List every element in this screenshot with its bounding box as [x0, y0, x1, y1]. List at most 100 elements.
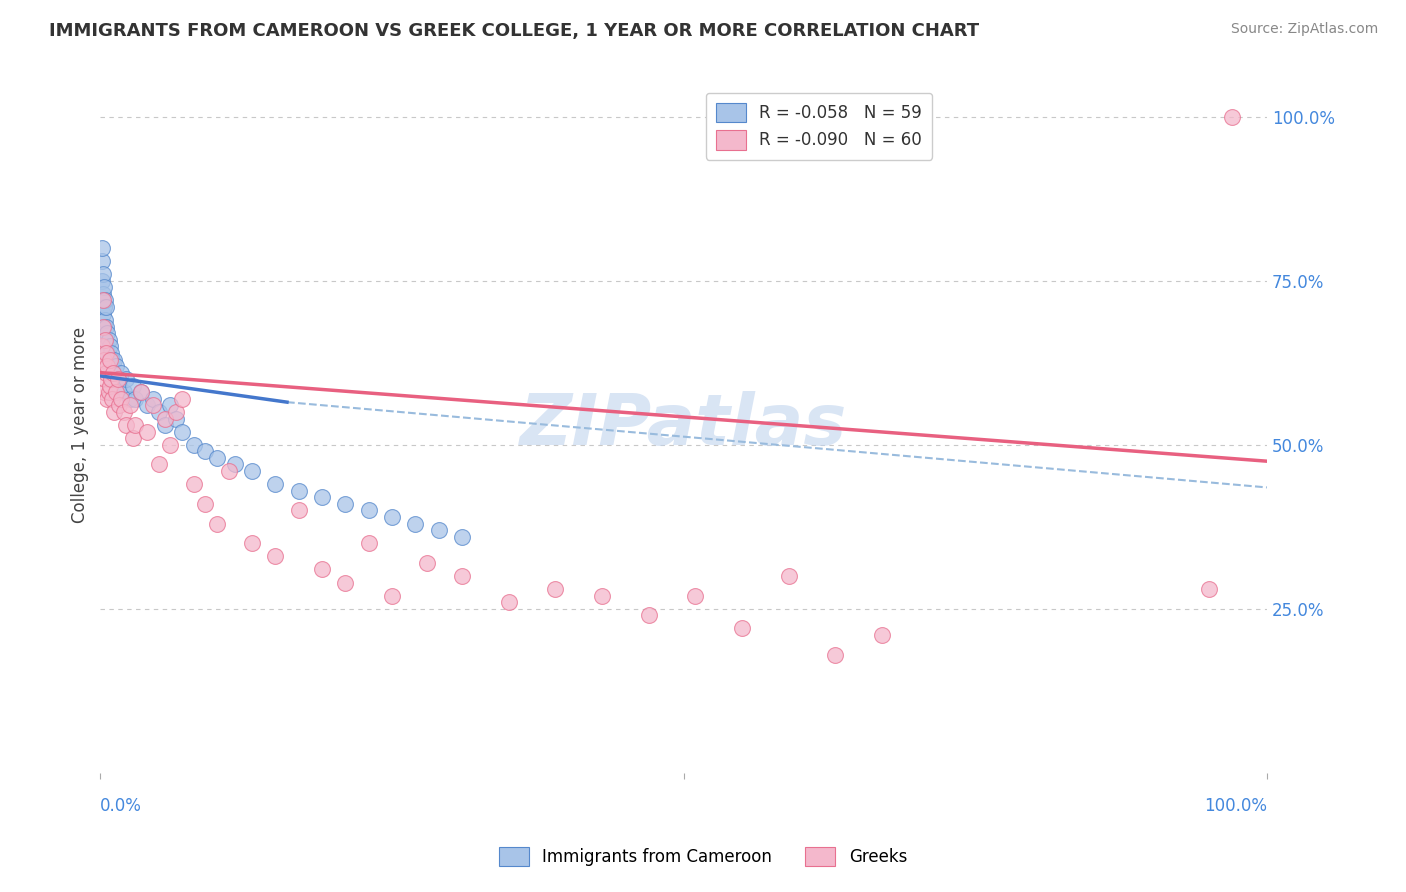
Point — [94, 313, 117, 327]
Point — [96, 346, 118, 360]
Point — [287, 503, 309, 517]
Point — [93, 319, 115, 334]
Point — [357, 536, 380, 550]
Point — [93, 280, 115, 294]
Point — [96, 300, 118, 314]
Point — [287, 483, 309, 498]
Point — [335, 497, 357, 511]
Point — [110, 366, 132, 380]
Point — [97, 352, 120, 367]
Point — [94, 333, 117, 347]
Point — [183, 438, 205, 452]
Point — [381, 510, 404, 524]
Point — [165, 411, 187, 425]
Point — [96, 339, 118, 353]
Point — [96, 346, 118, 360]
Point — [142, 399, 165, 413]
Point — [311, 490, 333, 504]
Point — [1198, 582, 1220, 596]
Point — [148, 405, 170, 419]
Point — [103, 405, 125, 419]
Point — [264, 477, 287, 491]
Point — [824, 648, 846, 662]
Point — [101, 352, 124, 367]
Point — [165, 405, 187, 419]
Point — [91, 307, 114, 321]
Point — [159, 438, 181, 452]
Point — [93, 352, 115, 367]
Point — [101, 392, 124, 406]
Point — [240, 464, 263, 478]
Point — [451, 569, 474, 583]
Text: ZIPatlas: ZIPatlas — [520, 391, 848, 459]
Point — [97, 385, 120, 400]
Point — [90, 254, 112, 268]
Point — [100, 366, 122, 380]
Point — [112, 405, 135, 419]
Point — [98, 339, 121, 353]
Point — [205, 516, 228, 531]
Point — [91, 267, 114, 281]
Point — [103, 352, 125, 367]
Point — [381, 589, 404, 603]
Point — [108, 399, 131, 413]
Point — [118, 392, 141, 406]
Point — [637, 608, 659, 623]
Point — [136, 399, 159, 413]
Point — [91, 287, 114, 301]
Point — [153, 418, 176, 433]
Text: 0.0%: 0.0% — [100, 797, 142, 815]
Point — [115, 418, 138, 433]
Point — [90, 241, 112, 255]
Point — [107, 372, 129, 386]
Point — [96, 319, 118, 334]
Point — [118, 399, 141, 413]
Legend: R = -0.058   N = 59, R = -0.090   N = 60: R = -0.058 N = 59, R = -0.090 N = 60 — [706, 93, 932, 160]
Point — [153, 411, 176, 425]
Point — [170, 392, 193, 406]
Point — [107, 372, 129, 386]
Point — [183, 477, 205, 491]
Point — [90, 274, 112, 288]
Point — [96, 359, 118, 373]
Text: 100.0%: 100.0% — [1204, 797, 1267, 815]
Point — [544, 582, 567, 596]
Point — [124, 392, 146, 406]
Point — [498, 595, 520, 609]
Point — [103, 366, 125, 380]
Point — [100, 372, 122, 386]
Point — [101, 372, 124, 386]
Point — [142, 392, 165, 406]
Point — [104, 359, 127, 373]
Point — [731, 622, 754, 636]
Point — [427, 523, 450, 537]
Point — [404, 516, 426, 531]
Point — [264, 549, 287, 564]
Point — [93, 300, 115, 314]
Point — [124, 418, 146, 433]
Point — [108, 378, 131, 392]
Point — [115, 372, 138, 386]
Point — [451, 530, 474, 544]
Point — [104, 385, 127, 400]
Point — [110, 392, 132, 406]
Point — [170, 425, 193, 439]
Point — [98, 359, 121, 373]
Point — [98, 378, 121, 392]
Point — [870, 628, 893, 642]
Point — [591, 589, 613, 603]
Point — [159, 399, 181, 413]
Point — [91, 293, 114, 308]
Point — [90, 293, 112, 308]
Point — [416, 556, 439, 570]
Point — [357, 503, 380, 517]
Point — [93, 385, 115, 400]
Point — [90, 359, 112, 373]
Point — [205, 450, 228, 465]
Point — [778, 569, 800, 583]
Point — [103, 366, 125, 380]
Point — [100, 346, 122, 360]
Point — [224, 458, 246, 472]
Point — [96, 392, 118, 406]
Y-axis label: College, 1 year or more: College, 1 year or more — [72, 327, 89, 524]
